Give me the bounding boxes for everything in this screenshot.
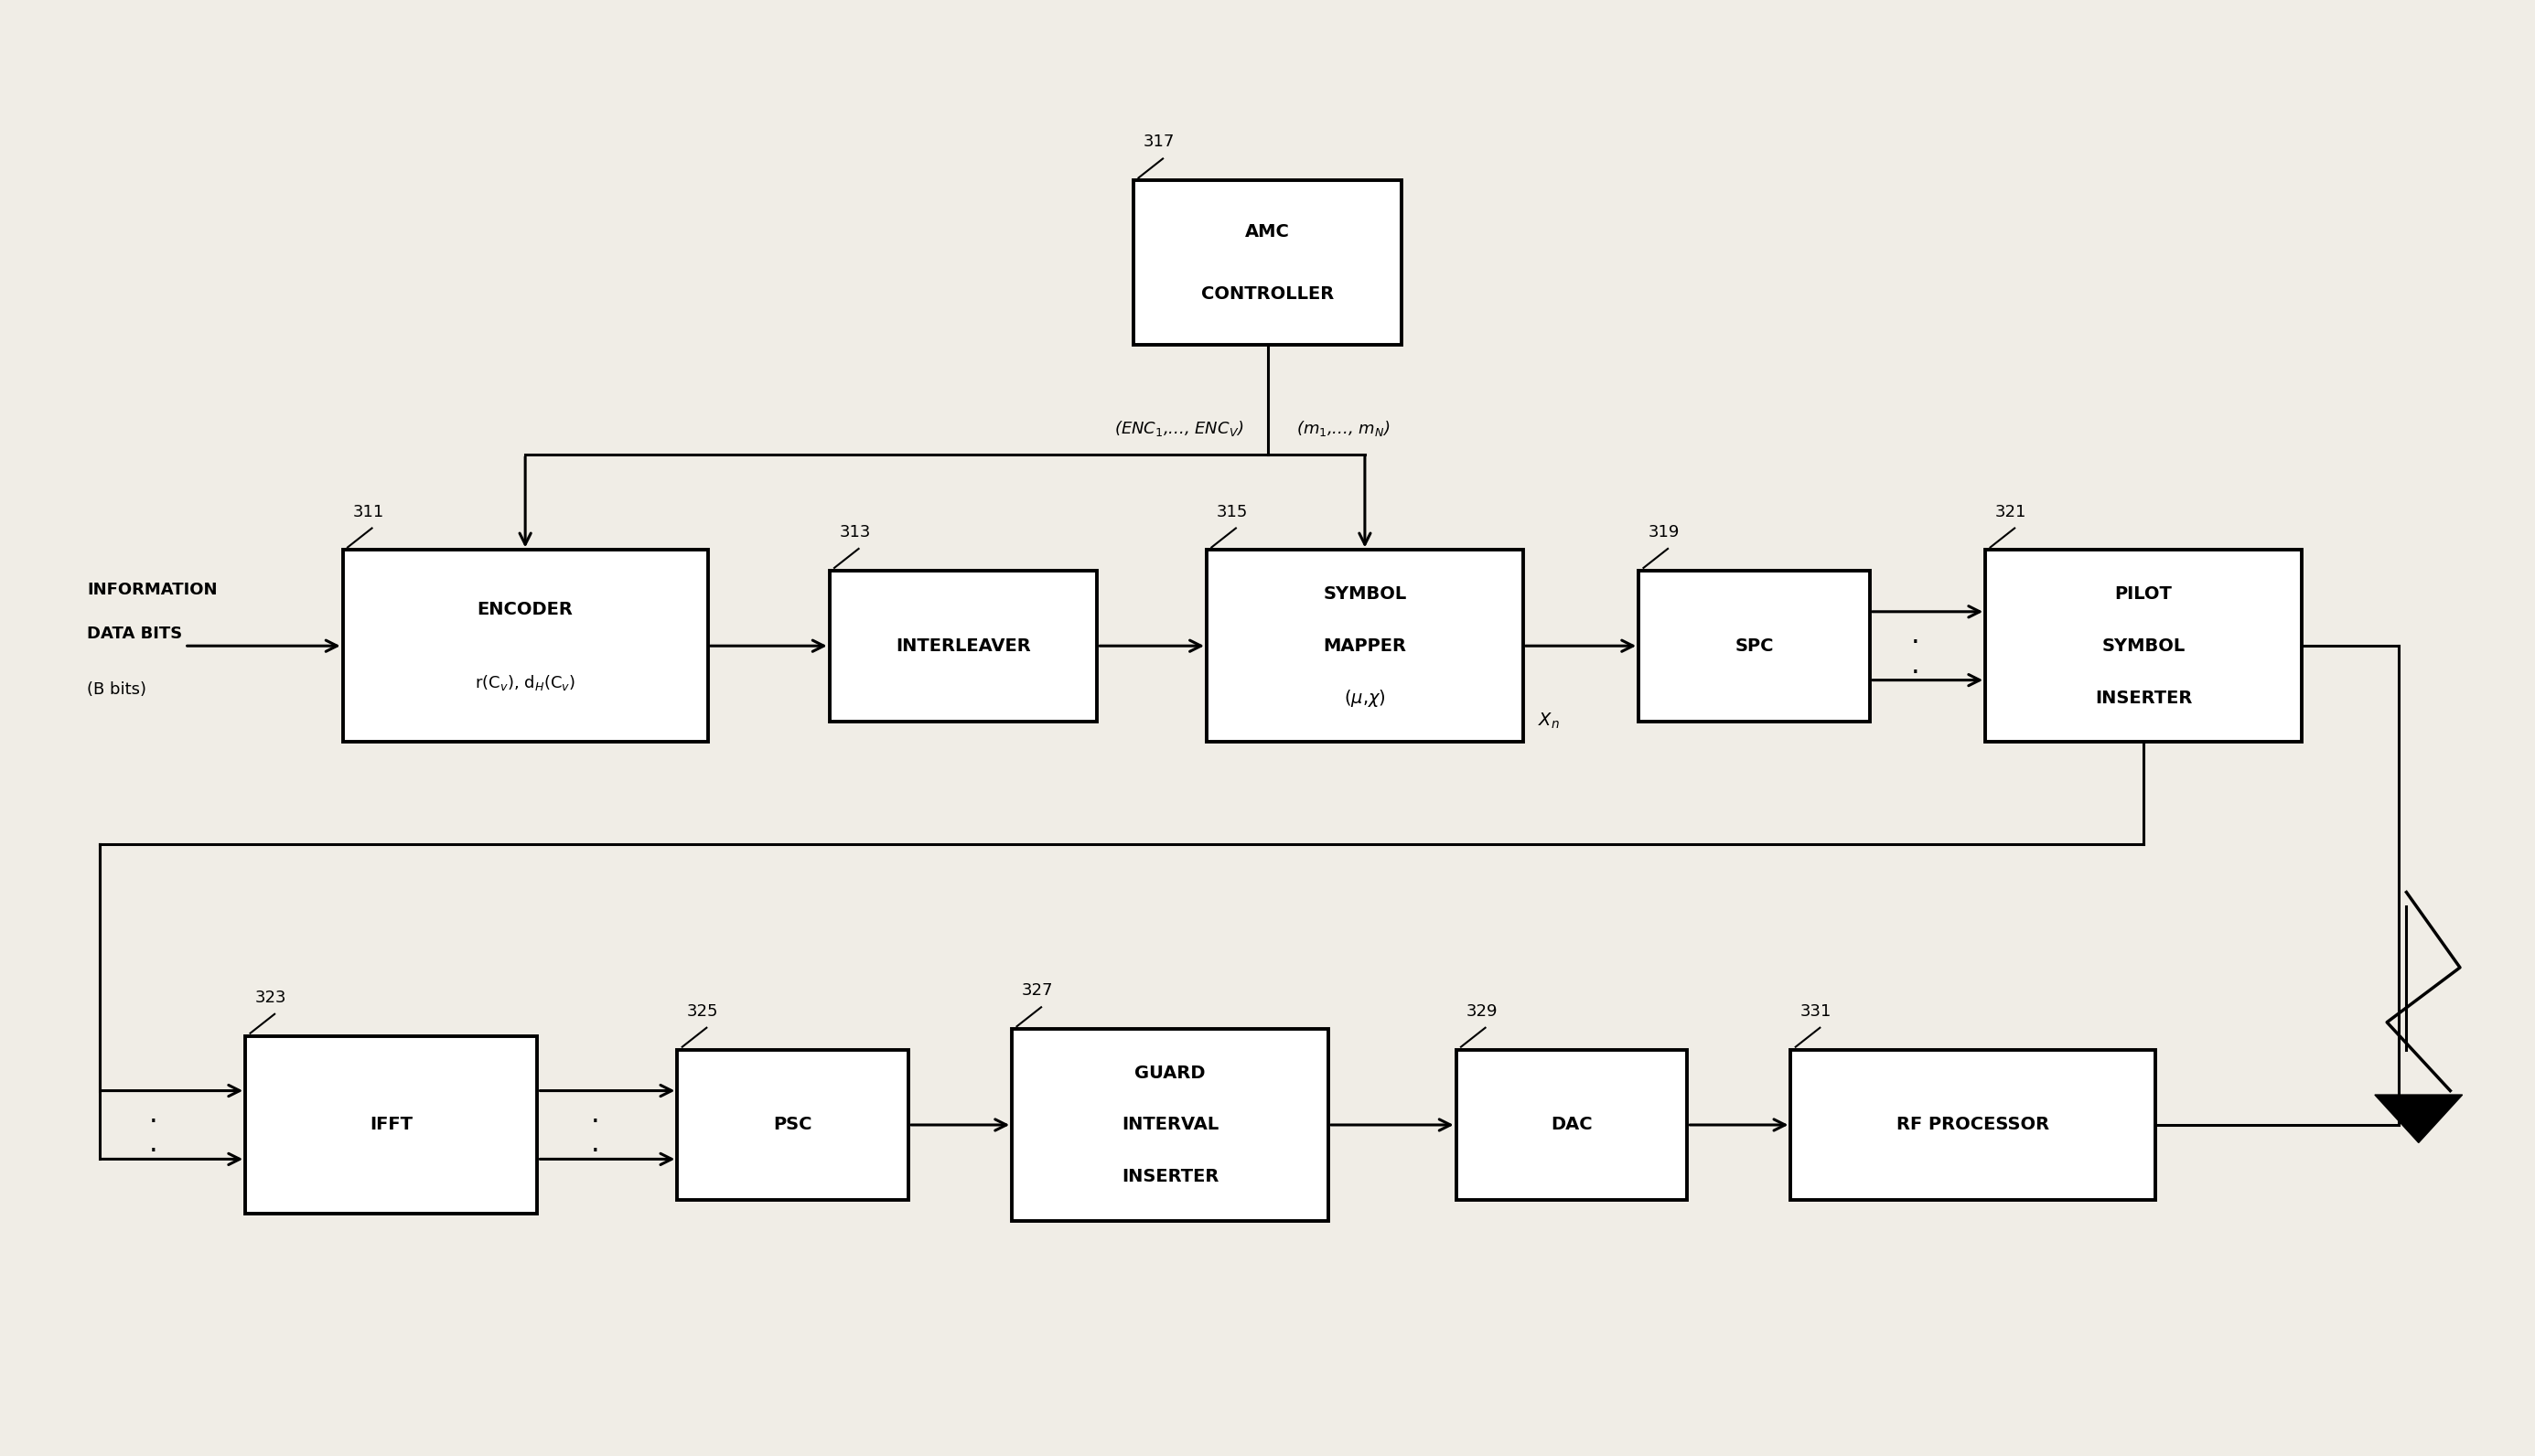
Text: RF PROCESSOR: RF PROCESSOR: [1896, 1117, 2051, 1134]
Text: MAPPER: MAPPER: [1323, 638, 1407, 655]
Text: 321: 321: [1995, 504, 2025, 520]
Bar: [1790, 1050, 2155, 1200]
Text: .: .: [150, 1131, 157, 1158]
Text: 315: 315: [1217, 504, 1247, 520]
Text: (ENC$_1$,..., ENC$_V$): (ENC$_1$,..., ENC$_V$): [1113, 419, 1242, 438]
Text: 331: 331: [1800, 1003, 1833, 1019]
Text: 325: 325: [687, 1003, 717, 1019]
Text: 313: 313: [839, 524, 870, 540]
Text: INSERTER: INSERTER: [1120, 1168, 1219, 1185]
Bar: [1985, 550, 2302, 741]
Text: SYMBOL: SYMBOL: [1323, 585, 1407, 603]
Bar: [677, 1050, 908, 1200]
Text: PILOT: PILOT: [2114, 585, 2172, 603]
Text: .: .: [150, 1101, 157, 1127]
Text: .: .: [1911, 652, 1919, 678]
Text: ENCODER: ENCODER: [477, 601, 573, 619]
Bar: [1133, 181, 1402, 345]
Bar: [246, 1037, 537, 1214]
Bar: [1011, 1029, 1328, 1220]
Text: r(C$_v$), d$_H$(C$_v$): r(C$_v$), d$_H$(C$_v$): [474, 673, 575, 692]
Text: INTERLEAVER: INTERLEAVER: [895, 638, 1032, 655]
Text: $X_n$: $X_n$: [1539, 712, 1559, 731]
Text: PSC: PSC: [773, 1117, 811, 1134]
Text: .: .: [591, 1131, 601, 1158]
Bar: [1207, 550, 1524, 741]
Text: 323: 323: [256, 990, 286, 1006]
Text: .: .: [1911, 622, 1919, 648]
Bar: [829, 571, 1098, 721]
Text: INTERVAL: INTERVAL: [1120, 1117, 1219, 1134]
Text: 329: 329: [1465, 1003, 1498, 1019]
Text: IFFT: IFFT: [370, 1117, 413, 1134]
Text: SPC: SPC: [1734, 638, 1774, 655]
Polygon shape: [2375, 1095, 2461, 1143]
Bar: [342, 550, 707, 741]
Text: ($\mu$,$\chi$): ($\mu$,$\chi$): [1344, 687, 1387, 709]
Text: INSERTER: INSERTER: [2094, 689, 2193, 706]
Text: (m$_1$,..., m$_N$): (m$_1$,..., m$_N$): [1298, 419, 1389, 438]
Text: INFORMATION: INFORMATION: [86, 581, 218, 598]
Bar: [1455, 1050, 1688, 1200]
Bar: [1638, 571, 1871, 721]
Text: 327: 327: [1022, 983, 1052, 999]
Text: 319: 319: [1648, 524, 1681, 540]
Text: (B bits): (B bits): [86, 681, 147, 697]
Text: AMC: AMC: [1245, 223, 1290, 240]
Text: 317: 317: [1143, 134, 1174, 150]
Text: SYMBOL: SYMBOL: [2102, 638, 2185, 655]
Text: GUARD: GUARD: [1136, 1064, 1207, 1082]
Text: .: .: [591, 1101, 601, 1127]
Text: DATA BITS: DATA BITS: [86, 625, 183, 642]
Text: CONTROLLER: CONTROLLER: [1202, 285, 1333, 303]
Text: DAC: DAC: [1551, 1117, 1592, 1134]
Text: 311: 311: [352, 504, 383, 520]
